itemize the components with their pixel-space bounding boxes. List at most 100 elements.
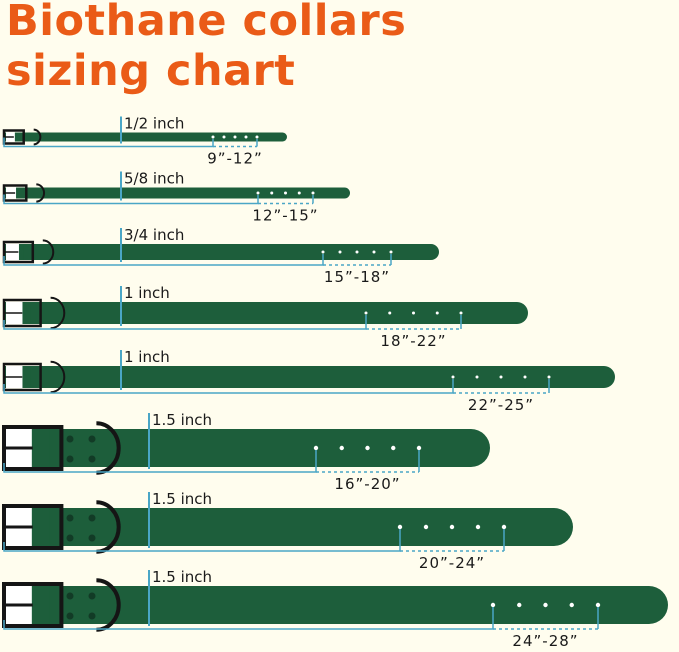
- hole: [490, 602, 496, 608]
- strap: [4, 586, 668, 624]
- d-ring-icon: [36, 183, 46, 203]
- length-bracket: [3, 315, 367, 330]
- hole: [338, 250, 342, 254]
- rivet: [66, 612, 74, 620]
- collar-8: 1.5 inch 24”-28”: [2, 568, 668, 650]
- hole: [569, 602, 574, 608]
- d-ring-icon: [96, 578, 121, 632]
- hole: [233, 135, 237, 139]
- hole: [256, 191, 260, 195]
- size-range-label: 12”-15”: [252, 207, 318, 225]
- rivet: [66, 455, 74, 463]
- collar-2: 5/8 inch 12”-15”: [2, 170, 350, 225]
- width-label: 1.5 inch: [152, 568, 212, 586]
- hole: [499, 375, 503, 379]
- strap: [4, 302, 528, 324]
- hole: [222, 135, 226, 139]
- rivet: [66, 514, 74, 522]
- size-range-label: 9”-12”: [207, 150, 263, 168]
- hole: [475, 375, 479, 379]
- strap: [4, 508, 573, 546]
- collar-1: 1/2 inch 9”-12”: [2, 115, 287, 168]
- title-line-2: sizing chart: [6, 46, 296, 96]
- hole: [547, 375, 551, 379]
- rivet: [88, 534, 96, 542]
- hole: [475, 524, 481, 530]
- hole: [311, 191, 315, 195]
- length-bracket: [3, 254, 324, 266]
- hole: [501, 524, 507, 530]
- hole: [313, 445, 319, 451]
- strap: [4, 187, 350, 199]
- hole: [211, 135, 215, 139]
- rivet: [88, 455, 96, 463]
- hole: [451, 375, 455, 379]
- width-label: 1.5 inch: [152, 490, 212, 508]
- hole: [435, 311, 439, 315]
- size-range-label: 22”-25”: [468, 396, 534, 414]
- hole: [389, 250, 393, 254]
- collar-4: 1 inch 18”-22”: [2, 284, 528, 350]
- hole: [397, 524, 403, 530]
- rivet: [88, 514, 96, 522]
- length-bracket: [3, 379, 454, 394]
- hole: [372, 250, 376, 254]
- d-ring-icon: [33, 128, 42, 146]
- collar-3: 3/4 inch 15”-18”: [2, 226, 439, 286]
- d-ring-icon: [50, 296, 66, 330]
- length-bracket: [3, 137, 214, 148]
- size-range-label: 15”-18”: [324, 268, 390, 286]
- hole: [355, 250, 359, 254]
- length-bracket: [3, 607, 494, 630]
- hole: [517, 602, 522, 608]
- hole: [412, 311, 415, 315]
- hole: [244, 135, 248, 139]
- width-label: 1 inch: [124, 284, 170, 302]
- rivet: [88, 592, 96, 600]
- rivet: [88, 435, 96, 443]
- hole: [449, 524, 455, 530]
- strap: [4, 366, 615, 388]
- hole: [388, 311, 392, 315]
- hole: [365, 445, 370, 451]
- d-ring-icon: [96, 500, 121, 554]
- hole: [391, 445, 396, 451]
- hole: [297, 191, 301, 195]
- title-line-1: Biothane collars: [6, 0, 407, 46]
- hole: [255, 135, 259, 139]
- length-bracket: [3, 450, 317, 473]
- rivet: [66, 534, 74, 542]
- size-range-label: 24”-28”: [512, 632, 578, 650]
- size-range-label: 18”-22”: [380, 332, 446, 350]
- d-ring-icon: [96, 421, 121, 475]
- hole: [416, 445, 422, 451]
- width-label: 3/4 inch: [124, 226, 184, 244]
- hole: [423, 524, 429, 530]
- d-ring-icon: [42, 239, 55, 265]
- strap: [4, 244, 439, 260]
- hole: [321, 250, 325, 254]
- size-range-label: 20”-24”: [419, 554, 485, 572]
- strap: [4, 132, 287, 142]
- rivet: [66, 592, 74, 600]
- width-label: 1/2 inch: [124, 115, 184, 133]
- strap: [4, 429, 490, 467]
- hole: [523, 375, 527, 379]
- d-ring-icon: [50, 360, 66, 394]
- length-bracket: [3, 194, 259, 205]
- hole: [364, 311, 368, 315]
- rivet: [88, 612, 96, 620]
- rivet: [66, 435, 74, 443]
- collar-7: 1.5 inch 20”-24”: [2, 490, 573, 572]
- collar-5: 1 inch 22”-25”: [2, 348, 615, 414]
- length-bracket: [3, 529, 401, 552]
- hole: [284, 191, 287, 195]
- width-label: 1.5 inch: [152, 411, 212, 429]
- hole: [270, 191, 274, 195]
- hole: [339, 445, 344, 451]
- size-range-label: 16”-20”: [334, 475, 400, 493]
- width-label: 1 inch: [124, 348, 170, 366]
- width-label: 5/8 inch: [124, 170, 184, 188]
- hole: [459, 311, 463, 315]
